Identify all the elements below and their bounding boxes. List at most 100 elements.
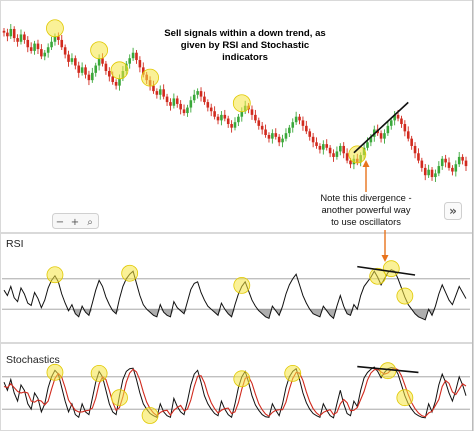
rsi-oversold-fill (65, 309, 436, 320)
rsi-signal-highlight (369, 267, 387, 285)
candle-body (84, 67, 87, 75)
zoom-out-button[interactable]: − (56, 217, 64, 228)
zoom-in-button[interactable]: + (71, 217, 79, 228)
candle-body (301, 120, 305, 126)
candle-body (43, 52, 47, 57)
rsi-signal-highlight (396, 287, 414, 305)
candle-body (152, 85, 155, 92)
stoch-divergence-trendline (357, 365, 419, 374)
candle-body (271, 133, 274, 139)
candle-body (50, 41, 53, 48)
candle-body (199, 91, 203, 97)
candle-body (63, 47, 67, 55)
candle-body (189, 100, 193, 108)
candle-body (366, 142, 369, 148)
candle-body (413, 145, 417, 154)
candle-body (464, 160, 468, 167)
candle-body (196, 91, 199, 95)
arrow-up-to-price-head (362, 160, 370, 167)
stoch-signal-highlight (90, 364, 108, 382)
candle-body (57, 36, 60, 40)
candle-body (369, 136, 373, 143)
candle-body (403, 124, 407, 132)
scroll-forward-button[interactable]: » (444, 202, 462, 220)
candle-body (315, 142, 318, 146)
candle-body (162, 89, 165, 97)
zoom-reset-icon[interactable]: ⌕ (87, 217, 93, 228)
candle-body (46, 47, 50, 53)
candle-body (396, 114, 400, 119)
candle-body (111, 76, 115, 82)
candle-body (457, 156, 461, 165)
candle-body (430, 169, 434, 178)
candle-body (16, 38, 19, 42)
candle-body (281, 138, 284, 143)
candle-body (322, 144, 325, 150)
stoch-signal-highlight (233, 370, 251, 388)
candle-body (339, 145, 342, 152)
candle-body (97, 58, 101, 66)
candle-body (308, 131, 312, 137)
candle-body (206, 102, 210, 108)
stoch-signal-highlight (141, 407, 159, 424)
candle-body (169, 102, 172, 106)
candle-body (250, 109, 254, 115)
stoch-signal-highlight (284, 364, 302, 382)
candle-body (6, 32, 9, 37)
rsi-panel-label: RSI (6, 238, 24, 250)
candle-body (298, 116, 301, 121)
candle-body (77, 65, 81, 73)
candle-body (226, 118, 230, 125)
stoch-signal-highlight (396, 389, 414, 407)
candle-body (383, 133, 386, 139)
candle-body (141, 67, 145, 75)
candle-body (342, 145, 346, 154)
candle-body (237, 116, 240, 123)
candle-body (389, 120, 393, 126)
candle-body (230, 124, 233, 128)
candle-body (444, 158, 447, 163)
scroll-button-box[interactable] (444, 202, 462, 220)
annotations (46, 19, 419, 424)
candle-body (305, 125, 308, 132)
zoom-controls: − + ⌕ (52, 213, 99, 229)
candle-body (410, 138, 413, 146)
candle-body (182, 109, 186, 114)
candle-body (209, 107, 213, 112)
candle-body (318, 145, 322, 150)
candle-body (12, 28, 16, 39)
candle-body (213, 111, 216, 117)
candle-body (40, 49, 43, 57)
candle-body (70, 58, 74, 62)
candle-body (94, 65, 98, 73)
candle-body (267, 134, 271, 139)
candle-body (260, 125, 264, 130)
candle-body (386, 125, 390, 134)
candle-body (451, 167, 454, 172)
double-chevron-right-icon[interactable]: » (449, 204, 457, 218)
candle-body (233, 122, 237, 128)
candle-body (158, 89, 162, 95)
rsi-signal-highlight (46, 266, 64, 284)
candle-body (128, 58, 131, 64)
candle-body (223, 114, 227, 119)
candle-body (23, 34, 26, 40)
candle-body (9, 28, 13, 37)
chart-title-line-2: given by RSI and Stochastic (181, 40, 310, 51)
candle-body (186, 107, 189, 114)
rsi-divergence-trendline (357, 265, 416, 276)
candle-body (101, 58, 104, 64)
candle-body (53, 36, 57, 42)
divergence-note-line-1: Note this divergence - (320, 192, 411, 203)
price-trendline (353, 101, 409, 154)
candle-body (108, 71, 111, 77)
candle-body (74, 58, 77, 66)
candle-body (427, 169, 430, 176)
candle-body (434, 173, 437, 178)
candle-body (461, 156, 464, 161)
candle-body (2, 30, 6, 33)
price-signal-highlight (46, 19, 64, 38)
candle-body (203, 96, 206, 103)
candle-body (60, 39, 64, 48)
